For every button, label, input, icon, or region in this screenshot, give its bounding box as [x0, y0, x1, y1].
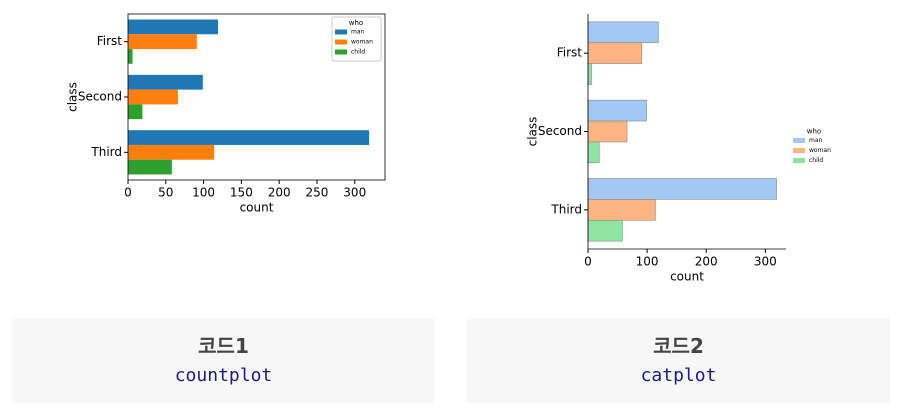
y-axis-label: class	[526, 117, 540, 147]
legend-swatch	[335, 49, 347, 55]
caption-title: 코드1	[198, 334, 249, 358]
legend-label: child	[809, 157, 823, 164]
bar	[587, 178, 777, 200]
x-tick-label: 0	[584, 255, 592, 269]
y-tick-label: Third	[90, 145, 122, 159]
bar	[128, 49, 133, 64]
legend-label: woman	[809, 147, 831, 154]
bar	[128, 130, 370, 145]
caption-code: catplot	[640, 365, 717, 386]
x-tick-label: 150	[230, 186, 253, 200]
caption-box: 코드2 catplot	[467, 318, 890, 403]
bar	[587, 99, 647, 122]
bar	[587, 21, 659, 44]
legend-swatch	[793, 148, 805, 153]
bar	[128, 89, 178, 105]
legend-swatch	[335, 39, 347, 45]
x-tick-label: 100	[192, 186, 215, 200]
bar	[128, 34, 197, 50]
x-tick-label: 250	[306, 186, 329, 200]
x-tick-label: 50	[158, 186, 173, 200]
y-tick-label: First	[557, 46, 583, 60]
legend-swatch	[793, 138, 805, 143]
x-tick-label: 200	[268, 186, 291, 200]
legend-swatch	[793, 158, 805, 163]
bar	[587, 120, 628, 143]
x-tick-label: 300	[754, 255, 777, 269]
legend-label: man	[351, 29, 365, 36]
legend-label: man	[809, 137, 823, 144]
x-tick-label: 100	[636, 255, 659, 269]
caption-code: countplot	[174, 365, 273, 386]
bar	[128, 159, 172, 175]
y-tick-label: First	[97, 34, 123, 48]
bar	[128, 74, 203, 90]
legend-title: who	[349, 19, 363, 27]
x-axis-label: count	[670, 270, 704, 284]
x-tick-label: 0	[124, 186, 132, 200]
legend-title: who	[807, 128, 821, 136]
y-axis-label: class	[66, 82, 80, 112]
caption-box: 코드1 countplot	[12, 318, 435, 403]
bar	[128, 144, 215, 160]
x-axis-label: count	[240, 201, 274, 215]
y-tick-label: Second	[538, 124, 582, 138]
x-tick-label: 200	[695, 255, 718, 269]
bar	[587, 63, 592, 85]
bar	[587, 141, 600, 164]
bar	[587, 199, 656, 221]
legend-label: woman	[351, 39, 373, 46]
charts: First Second Third 0 50 100 150 200 250 300 count c…	[66, 13, 831, 284]
y-tick-label: Third	[550, 202, 582, 216]
legend-swatch	[335, 29, 347, 35]
y-tick-label: Second	[78, 90, 122, 104]
bar	[128, 19, 218, 35]
bar	[587, 42, 643, 64]
bar	[587, 219, 623, 242]
bar	[128, 104, 143, 120]
x-tick-label: 300	[343, 186, 366, 200]
caption-title: 코드2	[653, 334, 704, 358]
legend-label: child	[351, 49, 365, 56]
